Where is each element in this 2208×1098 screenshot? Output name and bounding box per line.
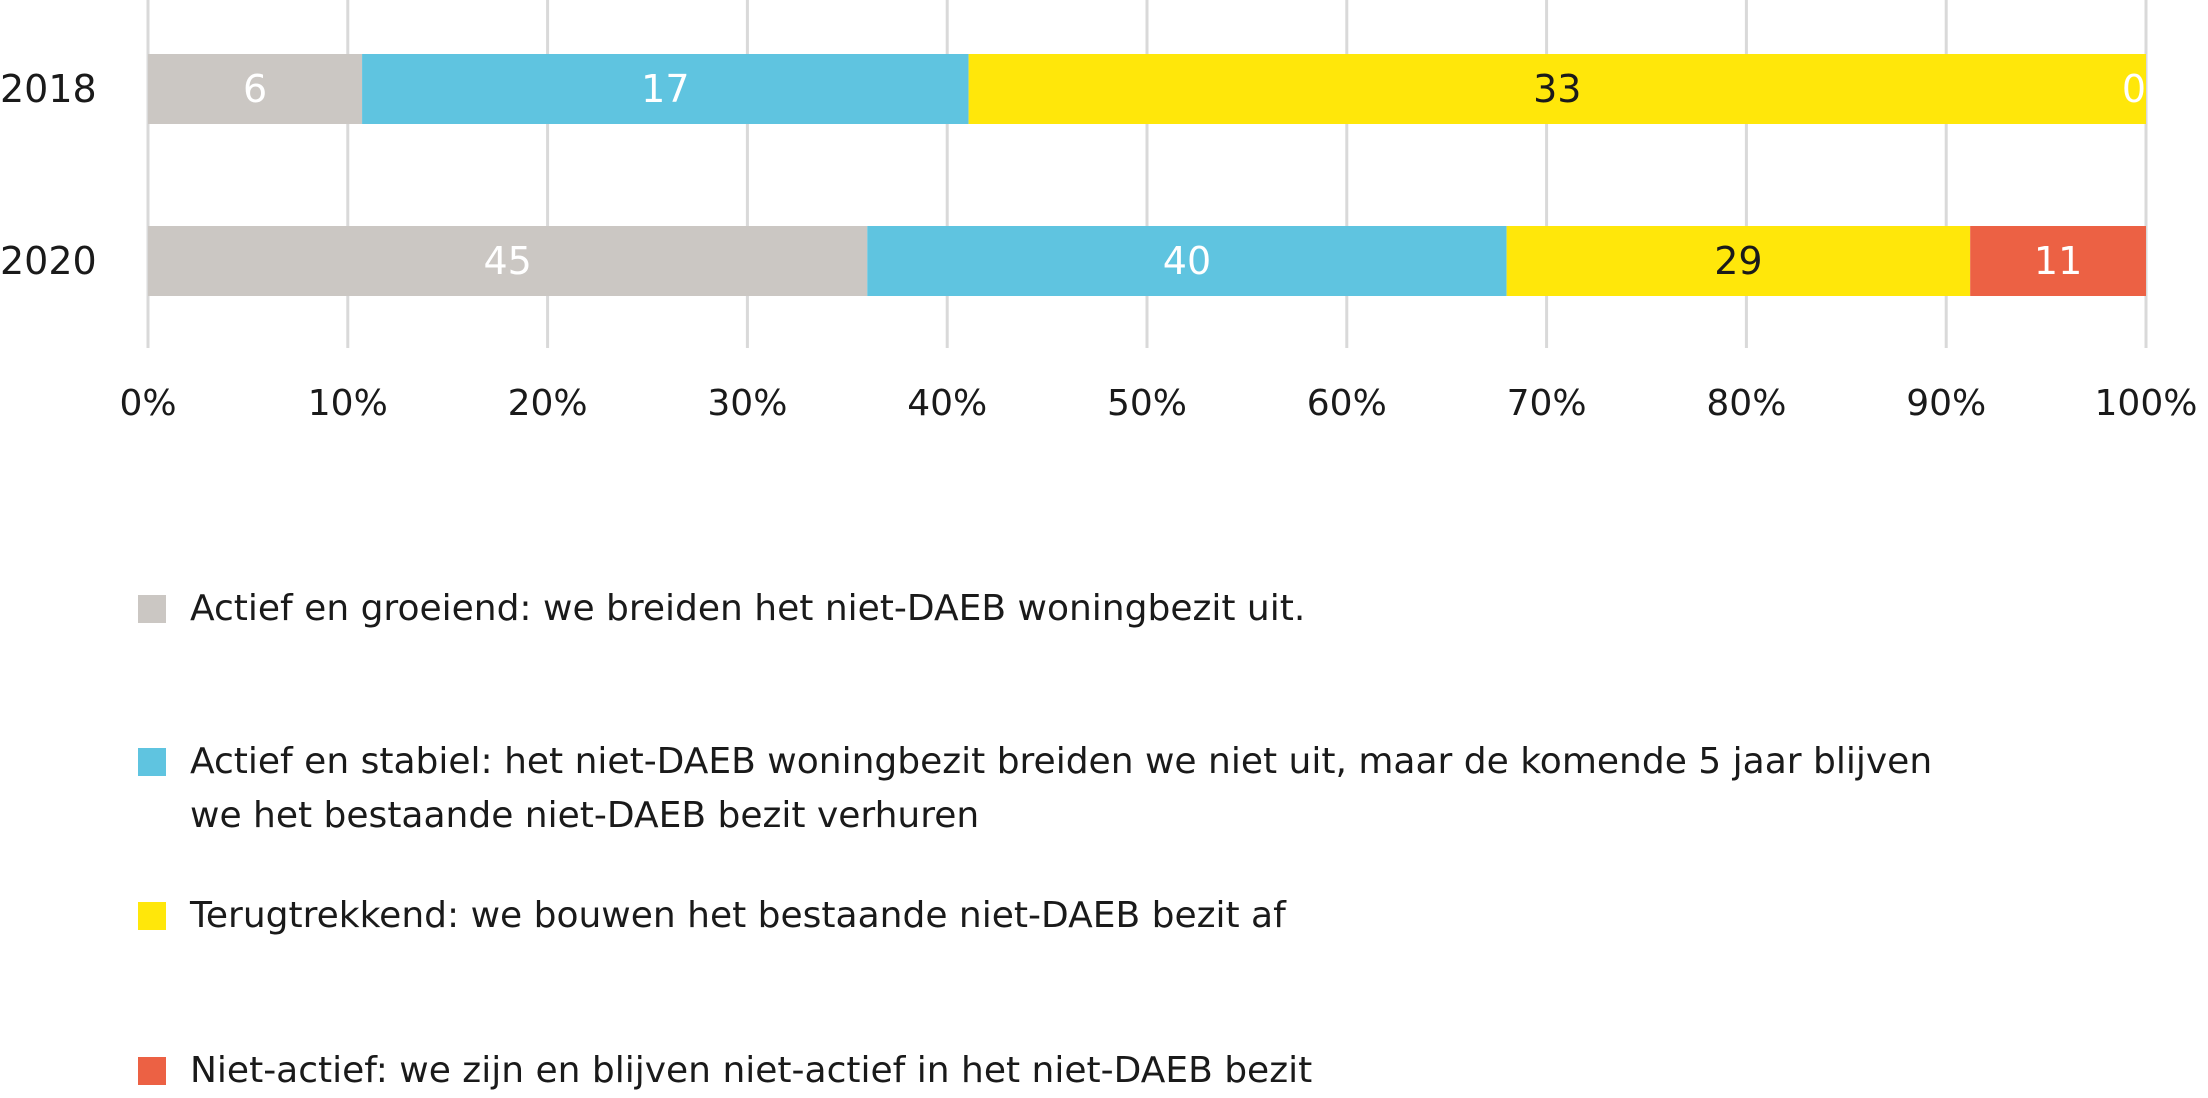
category-label: 2020 [0, 239, 97, 283]
bar-segment [867, 226, 1507, 296]
x-tick-label: 20% [508, 383, 588, 424]
x-axis-tick-labels: 0% 10% 20% 30% 40% 50% 60% 70% 80% 90% 100% [119, 383, 2197, 424]
bar-segment [1506, 226, 1971, 296]
data-label: 45 [483, 239, 531, 283]
x-tick-label: 40% [907, 383, 987, 424]
data-label: 40 [1163, 239, 1211, 283]
x-tick-label: 60% [1307, 383, 1387, 424]
bar-segment [968, 54, 2146, 124]
data-label: 11 [2034, 239, 2082, 283]
data-labels: 6 17 33 0 45 40 29 11 [243, 67, 2146, 283]
legend-label: Niet-actief: we zijn en blijven niet-act… [190, 1050, 1313, 1091]
bar-segment [1970, 226, 2146, 296]
bar-segment [148, 54, 363, 124]
x-tick-label: 0% [119, 383, 176, 424]
legend-swatch [138, 902, 166, 930]
data-label: 29 [1714, 239, 1762, 283]
legend-label: Terugtrekkend: we bouwen het bestaande n… [190, 895, 1286, 936]
bar-segments [148, 54, 2146, 296]
data-label: 17 [641, 67, 689, 111]
legend-label: Actief en stabiel: het niet-DAEB woningb… [190, 741, 1933, 836]
bar-segment [362, 54, 969, 124]
data-label: 6 [243, 67, 267, 111]
category-labels: 2018 2020 [0, 67, 97, 283]
x-tick-label: 90% [1906, 383, 1986, 424]
x-tick-label: 100% [2095, 383, 2198, 424]
legend-swatch [138, 748, 166, 776]
legend-swatch [138, 1057, 166, 1085]
bar-segment [148, 226, 868, 296]
category-label: 2018 [0, 67, 97, 111]
x-tick-label: 10% [308, 383, 388, 424]
x-tick-label: 70% [1507, 383, 1587, 424]
x-tick-label: 30% [707, 383, 787, 424]
legend-label: Actief en groeiend: we breiden het niet-… [190, 588, 1306, 629]
x-tick-label: 80% [1706, 383, 1786, 424]
x-tick-label: 50% [1107, 383, 1187, 424]
data-label: 33 [1533, 67, 1581, 111]
data-label: 0 [2122, 67, 2146, 111]
legend-swatch [138, 595, 166, 623]
